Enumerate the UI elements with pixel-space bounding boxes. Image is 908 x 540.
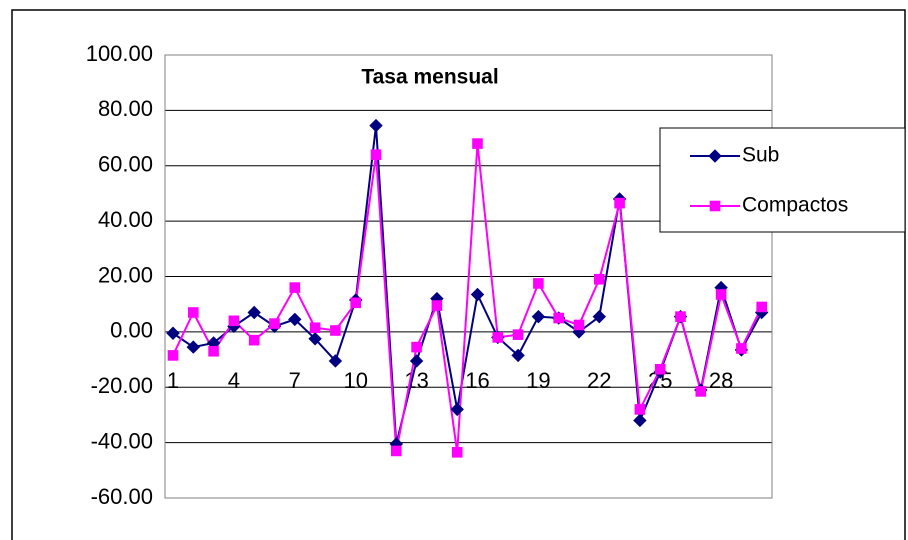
marker	[308, 332, 322, 346]
marker	[533, 278, 544, 289]
marker	[614, 197, 625, 209]
y-tick-label: 80.00	[98, 96, 153, 121]
marker	[594, 273, 605, 285]
marker	[330, 325, 341, 336]
marker	[328, 354, 343, 368]
x-tick-label: 19	[526, 368, 550, 393]
y-tick-label: 100.00	[86, 41, 153, 66]
marker	[511, 348, 525, 363]
y-tick-label: -60.00	[91, 484, 153, 509]
x-tick-label: 4	[228, 368, 240, 393]
marker	[695, 386, 707, 397]
marker	[470, 287, 485, 302]
marker	[248, 334, 260, 346]
marker	[512, 329, 524, 340]
legend-box	[659, 127, 906, 233]
marker	[654, 363, 666, 375]
marker	[167, 350, 179, 361]
marker	[186, 340, 201, 354]
y-tick-label: 60.00	[98, 152, 153, 177]
x-tick-label: 16	[465, 368, 489, 393]
marker	[289, 282, 301, 293]
marker	[634, 404, 646, 415]
marker	[188, 307, 199, 318]
marker	[370, 149, 382, 160]
legend-marker	[709, 200, 721, 212]
marker	[450, 402, 464, 417]
marker	[309, 322, 321, 334]
marker	[472, 138, 483, 149]
y-tick-label: -20.00	[91, 373, 153, 398]
marker	[166, 326, 180, 340]
x-tick-label: 7	[289, 368, 301, 393]
x-tick-label: 22	[587, 368, 611, 393]
plot-area	[164, 54, 773, 499]
legend: Sub Compactos	[659, 127, 906, 233]
marker	[451, 447, 463, 458]
y-tick-label: 0.00	[110, 318, 153, 343]
chart-title: Tasa mensual	[361, 66, 498, 89]
marker	[411, 341, 422, 353]
marker	[531, 309, 546, 324]
marker	[573, 319, 585, 331]
marker	[736, 343, 747, 354]
x-tick-label: 1	[167, 368, 179, 393]
y-tick-label: -40.00	[91, 428, 153, 453]
marker	[208, 345, 219, 357]
marker	[247, 305, 261, 320]
y-tick-label: 40.00	[98, 207, 153, 232]
marker	[369, 118, 383, 133]
marker	[350, 297, 361, 309]
marker	[715, 289, 727, 300]
marker	[288, 312, 302, 327]
marker	[492, 332, 504, 343]
legend-label: Sub	[742, 144, 779, 167]
legend-marker	[708, 149, 722, 163]
legend-label: Compactos	[742, 194, 848, 217]
marker	[675, 311, 686, 322]
marker	[228, 315, 240, 327]
marker	[269, 318, 280, 329]
marker	[391, 445, 402, 457]
marker	[553, 312, 565, 324]
marker	[592, 309, 607, 324]
x-tick-label: 28	[709, 368, 733, 393]
x-tick-label: 10	[343, 368, 367, 393]
y-tick-label: 20.00	[98, 262, 153, 287]
marker	[756, 301, 768, 313]
marker	[633, 413, 647, 428]
marker	[431, 300, 443, 311]
marker	[409, 354, 424, 368]
